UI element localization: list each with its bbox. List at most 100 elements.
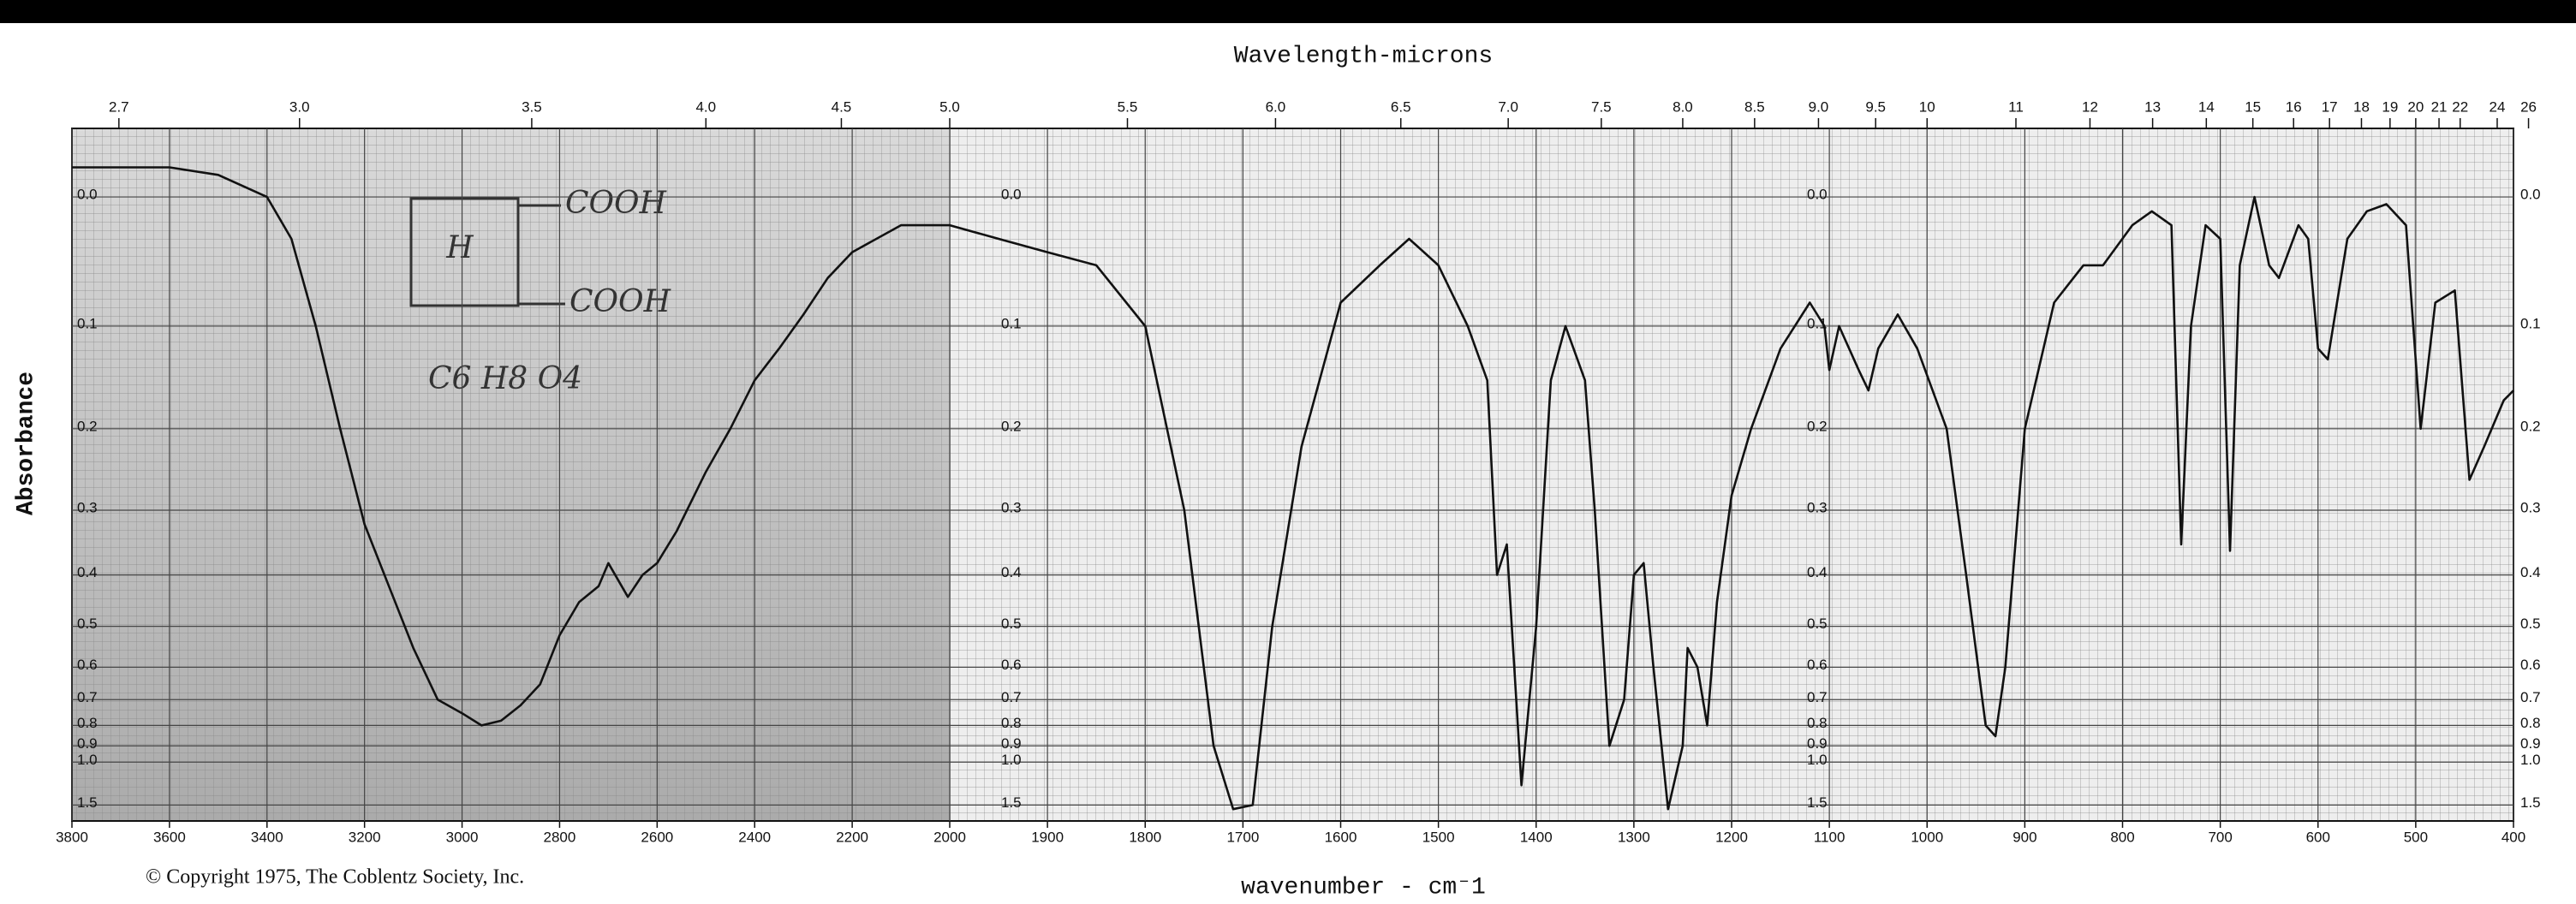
y-tick-label: 0.4 — [1001, 564, 1022, 580]
y-tick-label: 0.2 — [77, 418, 98, 434]
y-tick-label: 0.2 — [1001, 418, 1022, 434]
x-tick-label: 3000 — [446, 829, 479, 845]
x-tick-label: 1500 — [1422, 829, 1455, 845]
x-tick-label: 1700 — [1226, 829, 1259, 845]
x2-tick-label: 4.5 — [832, 98, 852, 115]
x2-tick-label: 12 — [2082, 98, 2098, 115]
y-tick-label: 0.7 — [77, 689, 98, 705]
x2-tick-label: 15 — [2245, 98, 2261, 115]
x-tick-label: 3200 — [349, 829, 381, 845]
x-tick-label: 2600 — [641, 829, 673, 845]
x2-tick-label: 3.0 — [289, 98, 310, 115]
x2-tick-label: 5.5 — [1118, 98, 1138, 115]
x-tick-label: 3400 — [251, 829, 283, 845]
y-tick-label: 0.6 — [2520, 657, 2541, 673]
y-tick-label: 1.5 — [2520, 794, 2541, 811]
x-tick-label: 1800 — [1129, 829, 1161, 845]
x2-tick-label: 8.0 — [1673, 98, 1693, 115]
x2-tick-label: 9.5 — [1865, 98, 1886, 115]
y-tick-label: 0.6 — [77, 657, 98, 673]
y-tick-label: 1.0 — [1001, 752, 1022, 768]
x2-tick-label: 22 — [2452, 98, 2468, 115]
x2-tick-label: 18 — [2353, 98, 2370, 115]
x-tick-label: 2000 — [933, 829, 966, 845]
x-tick-label: 1300 — [1618, 829, 1650, 845]
x-tick-label: 1200 — [1715, 829, 1748, 845]
x2-tick-label: 16 — [2286, 98, 2302, 115]
y-tick-label: 1.0 — [2520, 752, 2541, 768]
x2-tick-label: 6.5 — [1391, 98, 1411, 115]
x-tick-label: 700 — [2208, 829, 2232, 845]
y-axis-title: Absorbance — [13, 372, 39, 515]
top-axis-title: Wavelength-microns — [1234, 43, 1493, 69]
y-tick-label: 0.6 — [1807, 657, 1828, 673]
y-tick-label: 1.0 — [1807, 752, 1828, 768]
x-tick-label: 900 — [2012, 829, 2036, 845]
y-tick-label: 0.0 — [1001, 187, 1022, 203]
x-tick-label: 1000 — [1911, 829, 1943, 845]
y-tick-label: 1.0 — [77, 752, 98, 768]
y-tick-label: 0.4 — [2520, 564, 2541, 580]
y-tick-label: 0.9 — [2520, 735, 2541, 752]
x-tick-label: 2200 — [836, 829, 868, 845]
y-tick-label: 0.2 — [1807, 418, 1828, 434]
y-tick-label: 0.5 — [1807, 616, 1828, 632]
y-tick-label: 0.4 — [1807, 564, 1828, 580]
x2-tick-label: 3.5 — [522, 98, 542, 115]
y-tick-label: 0.3 — [77, 499, 98, 515]
x-tick-label: 1400 — [1520, 829, 1553, 845]
y-tick-label: 0.8 — [2520, 715, 2541, 731]
y-tick-label: 0.5 — [2520, 616, 2541, 632]
x-tick-label: 800 — [2110, 829, 2134, 845]
x-tick-label: 2800 — [544, 829, 576, 845]
y-tick-label: 1.5 — [1807, 794, 1828, 811]
x2-tick-label: 26 — [2520, 98, 2537, 115]
x2-tick-label: 13 — [2144, 98, 2161, 115]
x-tick-label: 2400 — [738, 829, 771, 845]
x2-tick-label: 2.7 — [109, 98, 129, 115]
x2-tick-label: 4.0 — [695, 98, 716, 115]
structure-bonds — [516, 199, 565, 306]
y-tick-label: 0.1 — [1807, 315, 1828, 331]
x2-tick-label: 5.0 — [939, 98, 960, 115]
y-tick-label: 0.8 — [1807, 715, 1828, 731]
y-tick-label: 0.3 — [1001, 499, 1022, 515]
x2-tick-label: 21 — [2431, 98, 2448, 115]
annotation: C6 H8 O4 — [428, 361, 582, 396]
y-tick-label: 0.9 — [1807, 735, 1828, 752]
y-tick-label: 0.0 — [77, 187, 98, 203]
y-tick-label: 0.8 — [77, 715, 98, 731]
annotation: H — [445, 230, 474, 265]
annotation: COOH — [569, 284, 671, 319]
y-tick-label: 0.9 — [77, 735, 98, 752]
y-tick-label: 1.5 — [77, 794, 98, 811]
y-tick-label: 0.7 — [2520, 689, 2541, 705]
y-tick-label: 0.3 — [1807, 499, 1828, 515]
y-tick-label: 0.1 — [2520, 315, 2541, 331]
minor-grid — [72, 128, 2513, 821]
x2-tick-label: 17 — [2322, 98, 2338, 115]
y-tick-label: 0.1 — [1001, 315, 1022, 331]
y-tick-label: 0.3 — [2520, 499, 2541, 515]
x2-tick-label: 8.5 — [1744, 98, 1765, 115]
x2-tick-label: 24 — [2490, 98, 2506, 115]
annotation: COOH — [565, 186, 667, 221]
x2-tick-label: 7.0 — [1498, 98, 1518, 115]
y-tick-label: 0.4 — [77, 564, 98, 580]
x-tick-label: 3600 — [153, 829, 186, 845]
x2-tick-label: 19 — [2382, 98, 2398, 115]
y-tick-label: 0.5 — [77, 616, 98, 632]
x-axis-title: wavenumber - cm⁻1 — [1241, 874, 1486, 901]
x2-tick-label: 11 — [2008, 98, 2024, 115]
y-tick-label: 0.0 — [2520, 187, 2541, 203]
y-tick-label: 0.5 — [1001, 616, 1022, 632]
y-tick-label: 0.1 — [77, 315, 98, 331]
y-tick-label: 0.2 — [2520, 418, 2541, 434]
spectrum-line — [72, 166, 2514, 811]
x2-tick-label: 9.0 — [1809, 98, 1829, 115]
x-tick-label: 1900 — [1031, 829, 1064, 845]
x2-tick-label: 6.0 — [1266, 98, 1286, 115]
x2-tick-label: 7.5 — [1591, 98, 1612, 115]
x2-tick-label: 20 — [2407, 98, 2424, 115]
